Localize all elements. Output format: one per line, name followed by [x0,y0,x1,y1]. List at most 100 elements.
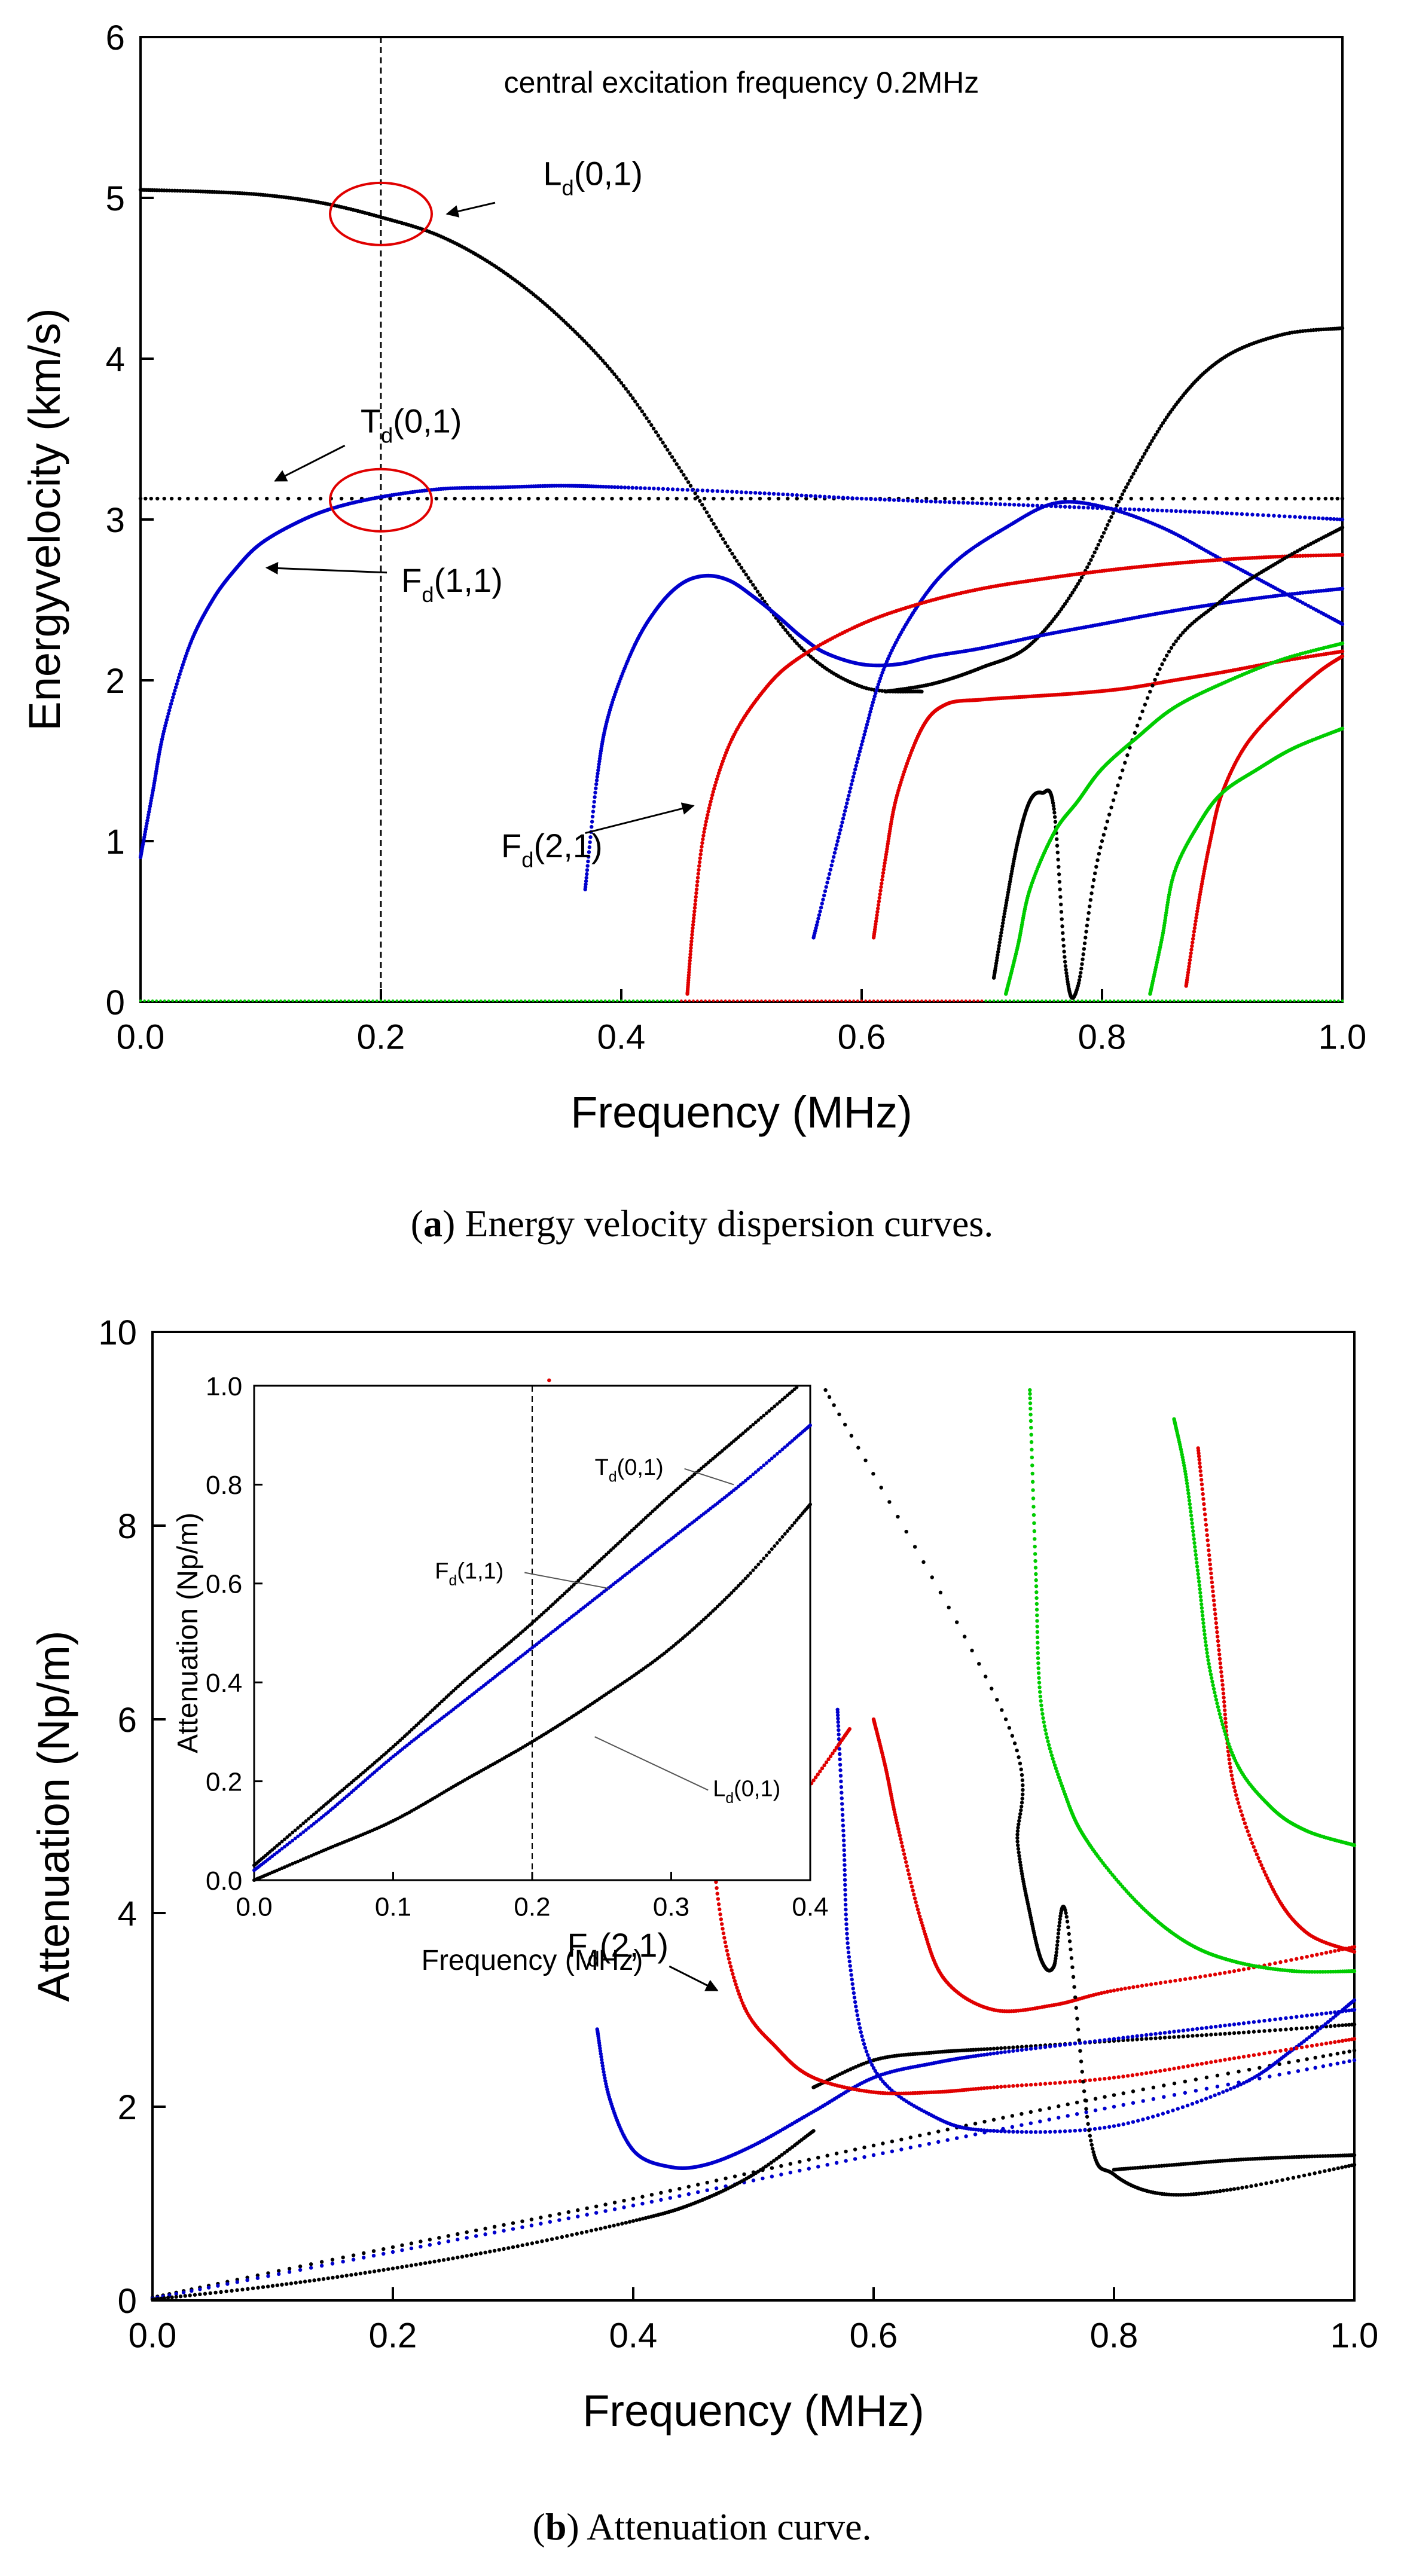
a-data-point [861,736,866,740]
a-data-point [1078,974,1082,979]
a-data-point [924,499,929,503]
a-data-point [1128,507,1132,512]
b-data-point [1181,2028,1186,2033]
a-baseline-point [303,999,306,1003]
a-data-point [1074,585,1078,589]
a-baseline-point [428,999,431,1003]
a-baseline-point [972,999,975,1003]
a-baseline-point [756,999,759,1003]
a-data-point [881,867,886,872]
a-data-point [1012,503,1017,507]
a-data-point [947,500,952,505]
a-baseline-point [808,999,811,1003]
b-data-point [1183,2091,1188,2095]
a-data-point [264,496,269,501]
a-data-point [680,487,685,492]
a-data-point [155,496,160,501]
b-x-tick-label: 0.8 [1090,2316,1139,2355]
a-data-point [700,488,705,493]
b-data-point [409,2263,414,2268]
b-data-point [560,2235,564,2239]
a-data-point [880,881,884,885]
a-baseline-point [780,999,783,1003]
a-data-point [1035,496,1039,501]
a-baseline-point [1213,999,1216,1003]
a-data-point [707,803,712,807]
a-data-point [711,790,715,794]
a-data-point [957,500,961,505]
a-data-point [666,496,670,501]
a-data-point [1091,884,1095,889]
a-baseline-point [1192,999,1196,1003]
a-data-point [666,448,670,452]
b-data-point [193,2293,197,2297]
a-baseline-point [636,999,639,1003]
a-baseline-point [1189,999,1192,1003]
b-data-point [511,2245,515,2250]
a-data-point [656,487,661,491]
a-baseline-point [800,999,803,1003]
b-data-point [1237,2031,1241,2035]
a-baseline-point [416,999,419,1003]
a-data-point [286,496,291,501]
a-data-point [707,806,712,811]
a-baseline-point [1069,999,1072,1003]
a-data-point [1077,505,1081,509]
a-data-point [1101,531,1106,535]
a-baseline-point [1329,999,1332,1003]
a-data-point [527,496,531,501]
a-data-point [1076,582,1081,586]
b-data-point [668,2189,673,2193]
b-data-point [307,2279,312,2283]
b-data-point [844,2149,848,2154]
a-baseline-point [984,999,987,1003]
a-data-point [758,496,762,501]
a-data-point [499,496,503,501]
a-data-point [1340,622,1345,627]
b-data-point [1038,2119,1042,2123]
b-data-point [1237,2070,1241,2074]
b-data-point [1028,2110,1033,2114]
a-data-point [1340,654,1345,658]
a-baseline-point [631,999,635,1003]
b-data-point [1135,2037,1139,2042]
a-data-point [929,499,933,504]
a-data-point [1094,546,1098,551]
a-data-point [599,356,603,360]
a-data-point [1152,436,1156,440]
b-data-point [1103,2106,1107,2111]
b-data-point [1107,2037,1112,2042]
b-data-point [973,2132,978,2137]
a-data-point [721,496,725,501]
a-data-point [1078,579,1082,583]
b-data-point [1057,2116,1061,2120]
a-baseline-point [255,999,258,1003]
b-data-point [432,2259,437,2264]
a-data-point [961,500,966,505]
b-data-point [441,2258,446,2262]
a-data-point [1092,871,1097,876]
b-data-point [1162,2083,1166,2088]
a-baseline-point [760,999,763,1003]
b-data-point [1329,2010,1333,2015]
b-data-point [511,2227,515,2231]
a-data-point [178,496,182,501]
b-data-point [686,2192,691,2196]
b-data-point [219,2290,223,2294]
a-data-point [693,899,698,903]
b-data-point [213,2290,218,2295]
a-data-point [828,867,833,872]
b-data-point [594,2227,599,2232]
a-data-point [697,867,701,872]
a-baseline-point [712,999,715,1003]
a-data-point [887,497,892,502]
a-data-point [1284,496,1289,501]
a-data-point [624,387,628,391]
a-data-point [786,493,790,497]
a-baseline-point [584,999,587,1003]
a-data-point [254,496,258,501]
b-data-point [520,2243,524,2247]
b-data-point [1131,2101,1136,2105]
a-baseline-point [263,999,266,1003]
